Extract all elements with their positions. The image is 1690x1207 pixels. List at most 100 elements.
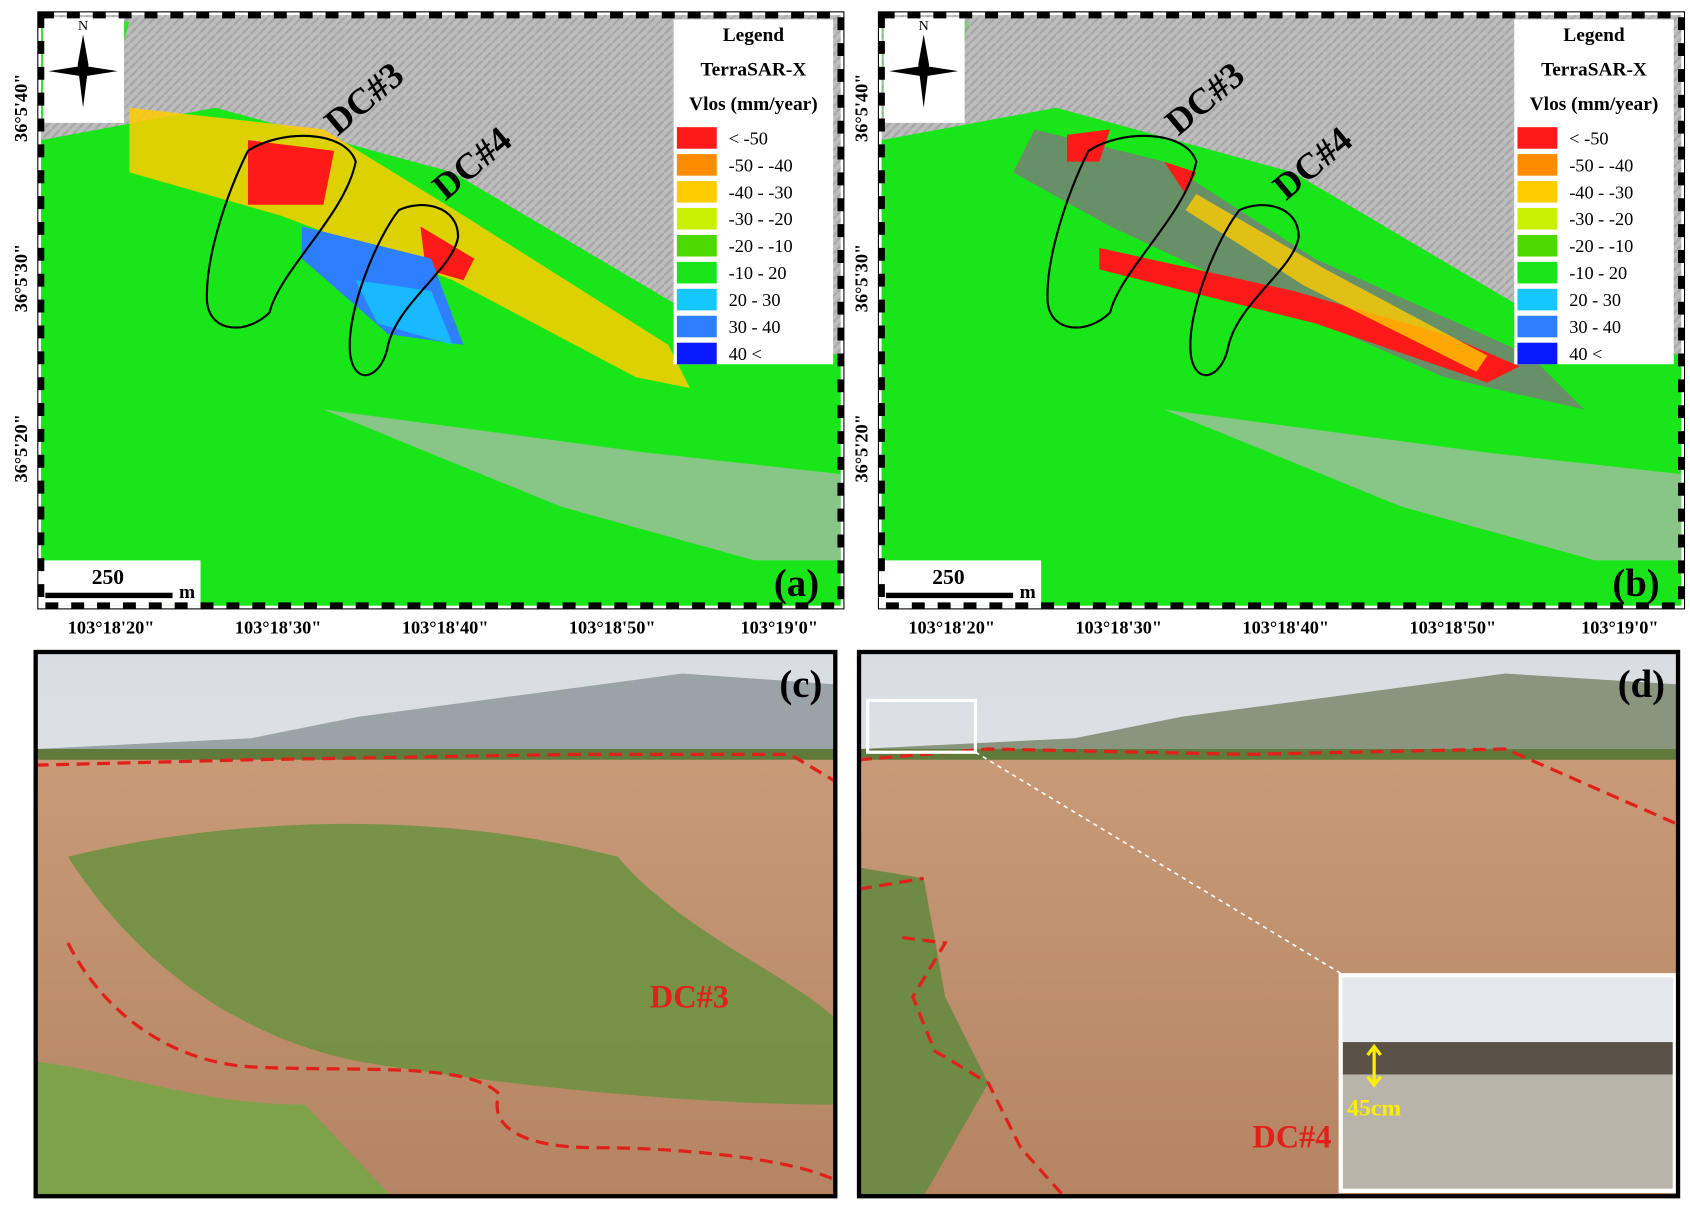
legend-item: 30 - 40 (1569, 317, 1621, 337)
scale-bar (45, 592, 173, 599)
site-outline (205, 134, 357, 329)
legend-swatch (1517, 181, 1558, 203)
legend-item: -30 - -20 (1569, 209, 1633, 229)
legend-item: < -50 (729, 128, 768, 148)
latitude-label: 36°5'40" (11, 74, 31, 142)
legend-sensor: TerraSAR-X (1541, 59, 1647, 80)
mountains (859, 673, 1679, 760)
legend-swatch (1517, 315, 1558, 338)
scale-value: 250 (92, 565, 124, 589)
site-outline (1046, 134, 1198, 329)
legend-swatch (1517, 288, 1558, 311)
longitude-label: 103°18'30" (1075, 618, 1162, 638)
photo-frame (33, 649, 838, 1199)
legend-swatch (676, 127, 717, 149)
longitude-label: 103°18'40" (1242, 618, 1329, 638)
legend-item: -10 - 20 (1569, 263, 1627, 283)
north-label: N (919, 19, 929, 34)
latitude-label: 36°5'30" (852, 244, 872, 312)
map-frame (877, 11, 1686, 610)
legend-swatch (1517, 207, 1558, 230)
inset-arrow (1366, 1043, 1382, 1088)
mountains (35, 673, 836, 760)
site-label: DC#4 (1252, 1119, 1331, 1155)
legend-item: -20 - -10 (1569, 236, 1633, 256)
inset-label: 45cm (1347, 1095, 1401, 1121)
panel-label: (d) (1618, 663, 1665, 706)
legend-item: -20 - -10 (729, 236, 793, 256)
photo-frame (856, 649, 1681, 1199)
longitude-label: 103°18'20" (908, 618, 995, 638)
legend-item: 20 - 30 (1569, 290, 1621, 310)
scale-unit: m (1020, 582, 1036, 603)
legend-item: 30 - 40 (729, 317, 781, 337)
vegetation (67, 823, 836, 1105)
longitude-label: 103°18'50" (1409, 618, 1496, 638)
north-label: N (78, 19, 88, 34)
legend-swatch (1517, 234, 1558, 257)
latitude-label: 36°5'40" (852, 74, 872, 142)
legend-swatch (676, 315, 717, 338)
legend-swatch (1517, 342, 1558, 365)
inset-sky (1342, 977, 1673, 1043)
photo-panel: DC#3 (c) (33, 649, 838, 1199)
longitude-label: 103°18'50" (569, 618, 656, 638)
legend-unit: Vlos (mm/year) (1530, 94, 1659, 115)
legend-swatch (676, 207, 717, 230)
panel-label: (a) (774, 562, 819, 605)
longitude-label: 103°19'0" (741, 618, 819, 638)
inset-layer (1342, 1042, 1673, 1075)
inset-link (974, 751, 1345, 976)
deformation-area (247, 140, 335, 205)
legend-swatch (676, 288, 717, 311)
legend-swatch (676, 154, 717, 176)
legend-swatch (676, 342, 717, 365)
vegetation (35, 1061, 392, 1197)
north-arrow (889, 34, 959, 108)
deformation-area (1067, 129, 1111, 162)
legend-item: 40 < (729, 344, 762, 364)
legend-item: < -50 (1569, 128, 1608, 148)
legend-title: Legend (723, 25, 785, 46)
legend-item: -50 - -40 (729, 155, 793, 175)
latitude-label: 36°5'20" (852, 414, 872, 482)
latitude-label: 36°5'30" (11, 244, 31, 312)
longitude-label: 103°19'0" (1581, 618, 1659, 638)
legend-item: -40 - -30 (1569, 182, 1633, 202)
boundary (35, 752, 837, 1182)
legend-title: Legend (1563, 25, 1625, 46)
map-frame (878, 11, 1685, 609)
panel-label: (c) (779, 663, 822, 706)
map-frame (37, 11, 845, 610)
legend-swatch (1517, 127, 1558, 149)
inset-marker (866, 698, 978, 754)
legend-swatch (1517, 154, 1558, 176)
deformation-area (1163, 409, 1682, 561)
panel-label: (b) (1612, 562, 1659, 605)
scale-bar (885, 592, 1014, 599)
deformation-area (323, 409, 841, 561)
legend-swatch (676, 234, 717, 257)
legend-item: 40 < (1569, 344, 1602, 364)
site-label: DC#3 (650, 979, 729, 1015)
site-outline (348, 204, 460, 377)
legend-swatch (676, 261, 717, 284)
latitude-label: 36°5'20" (11, 414, 31, 482)
legend-swatch (1517, 261, 1558, 284)
legend-unit: Vlos (mm/year) (689, 94, 818, 115)
vegetation (859, 867, 989, 1197)
legend-sensor: TerraSAR-X (700, 59, 806, 80)
longitude-label: 103°18'20" (68, 618, 155, 638)
legend-swatch (676, 181, 717, 203)
photo-panel: 45cm DC#4 (d) (856, 649, 1681, 1199)
scale-unit: m (179, 582, 195, 603)
longitude-label: 103°18'40" (402, 618, 489, 638)
deformation-area (1185, 193, 1488, 372)
legend-item: -10 - 20 (729, 263, 787, 283)
north-arrow (48, 34, 118, 108)
legend-item: -30 - -20 (729, 209, 793, 229)
